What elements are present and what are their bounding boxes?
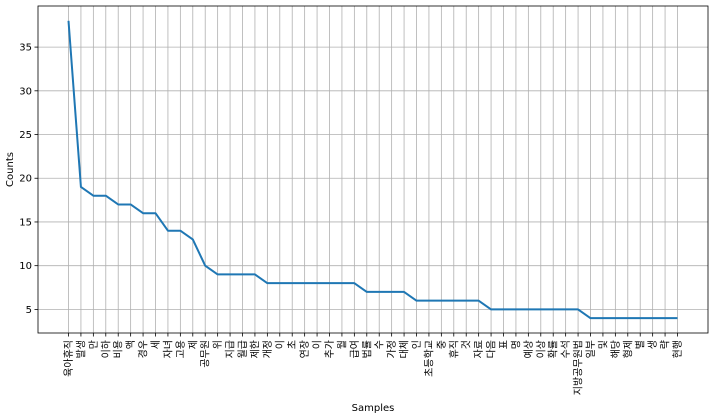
- x-tick-label: 확률: [548, 340, 560, 358]
- x-tick-label: 월: [336, 340, 348, 349]
- x-tick-label: 제: [187, 340, 199, 349]
- x-axis-ticks: 육아휴직 발생 만 이하 비용 액 경우 세 자녀 고용 제 공무원 위 지급 월급 제한 개정 이 초 연장 이 추가 월…: [63, 333, 684, 395]
- x-tick-label: 발생: [75, 340, 87, 358]
- x-tick-label: 이상: [535, 340, 547, 358]
- x-tick-label: 생: [647, 340, 659, 349]
- x-tick-label: 육아휴직: [63, 340, 75, 377]
- x-tick-label: 대체: [399, 340, 411, 358]
- x-tick-label: 명: [510, 340, 522, 349]
- y-tick-label: 20: [19, 174, 32, 185]
- x-tick-label: 휴직: [448, 340, 460, 358]
- series-line-path: [67, 20, 678, 320]
- x-tick-label: 자료: [473, 340, 485, 358]
- x-tick-label: 별: [635, 340, 647, 349]
- x-tick-label: 중: [436, 340, 448, 349]
- x-tick-label: 공무원: [200, 340, 212, 368]
- y-tick-label: 5: [26, 305, 32, 316]
- y-axis-ticks: 5 10 15 20 25 30 35: [19, 43, 38, 316]
- y-tick-label: 30: [19, 86, 32, 97]
- x-tick-label: 지방공무원법: [573, 340, 585, 395]
- x-tick-label: 가정: [386, 340, 398, 358]
- x-tick-label: 법률: [361, 340, 373, 358]
- x-tick-label: 인: [411, 340, 423, 349]
- x-tick-label: 자녀: [162, 340, 174, 358]
- x-axis-label: Samples: [352, 403, 395, 414]
- x-tick-label: 지급: [225, 340, 237, 358]
- x-tick-label: 추가: [324, 340, 336, 358]
- x-tick-label: 예상: [523, 340, 535, 358]
- x-tick-label: 경우: [137, 340, 150, 358]
- x-tick-label: 비용: [113, 340, 125, 358]
- x-tick-label: 해당: [609, 340, 622, 358]
- x-tick-label: 현행: [672, 340, 684, 358]
- y-tick-label: 15: [19, 217, 32, 228]
- x-tick-label: 초: [287, 340, 299, 349]
- x-tick-label: 이: [274, 340, 286, 349]
- x-tick-label: 이: [312, 340, 324, 349]
- x-tick-label: 이하: [99, 340, 112, 358]
- x-tick-label: 액: [125, 340, 137, 349]
- x-tick-label: 만: [88, 340, 100, 349]
- x-tick-label: 초등학교: [423, 340, 435, 377]
- x-tick-label: 위: [211, 340, 224, 349]
- x-tick-label: 고용: [175, 340, 187, 358]
- plot-frame: [37, 5, 709, 334]
- x-tick-label: 형제: [622, 340, 634, 358]
- x-tick-label: 및: [597, 340, 609, 349]
- x-tick-label: 략: [660, 340, 672, 349]
- x-tick-label: 급여: [349, 340, 361, 358]
- x-tick-label: 표: [499, 340, 510, 349]
- series-line: [67, 20, 678, 320]
- x-tick-label: 다음: [486, 340, 498, 358]
- x-tick-label: 일부: [585, 340, 597, 358]
- y-tick-label: 35: [19, 43, 32, 54]
- y-tick-label: 10: [19, 261, 32, 272]
- x-tick-label: 수: [374, 340, 386, 349]
- x-tick-label: 세: [150, 340, 162, 349]
- x-tick-label: 연장: [299, 340, 311, 358]
- x-tick-label: 수석: [560, 340, 572, 358]
- y-tick-label: 25: [19, 130, 32, 141]
- x-tick-label: 월급: [237, 340, 249, 358]
- x-tick-label: 개정: [262, 340, 274, 358]
- x-tick-label: 것: [461, 340, 473, 349]
- y-axis-label: Counts: [5, 152, 16, 187]
- grid-lines: [38, 6, 708, 333]
- x-tick-label: 제한: [249, 340, 261, 358]
